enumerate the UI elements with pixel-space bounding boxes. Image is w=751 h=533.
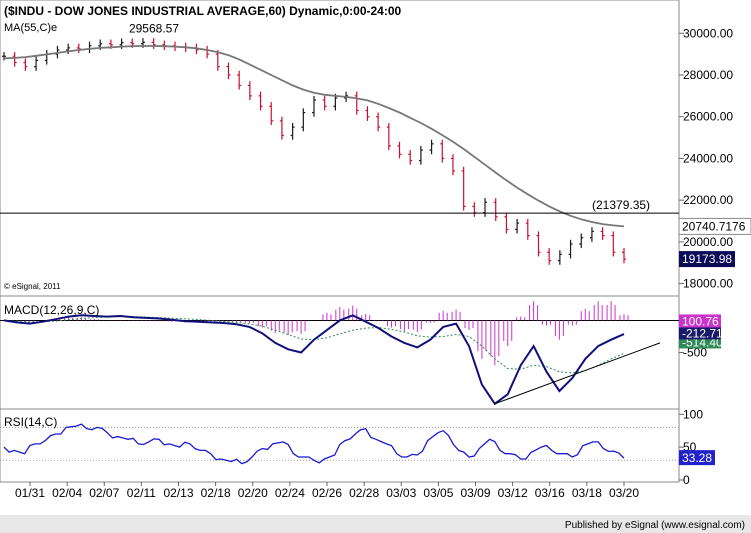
rsi-line bbox=[3, 423, 625, 465]
x-tick-label: 03/09 bbox=[460, 486, 490, 500]
rsi-value-label: 33.28 bbox=[682, 451, 712, 465]
last-price-box bbox=[679, 251, 735, 268]
price-ytick-label: 26000.00 bbox=[683, 110, 733, 124]
x-tick-label: 02/20 bbox=[238, 486, 268, 500]
x-tick-label: 03/20 bbox=[609, 486, 639, 500]
x-tick-label: 02/26 bbox=[312, 486, 342, 500]
price-chart-title: ($INDU - DOW JONES INDUSTRIAL AVERAGE,60… bbox=[4, 4, 402, 18]
price-series-group: (21379.35) 29568.57 bbox=[0, 21, 679, 265]
macd-value-label: 100.76 bbox=[682, 314, 719, 328]
price-ytick-label: 20000.00 bbox=[683, 235, 733, 249]
axis-labels-group: 30000.00 28000.00 26000.00 24000.00 22000.00… bbox=[15, 26, 751, 500]
last-price-label: 19173.98 bbox=[682, 252, 732, 266]
x-tick-label: 02/24 bbox=[275, 486, 305, 500]
x-tick-label: 02/18 bbox=[201, 486, 231, 500]
x-tick-label: 03/16 bbox=[535, 486, 565, 500]
x-tick-label: 02/04 bbox=[52, 486, 82, 500]
x-tick-label: 03/05 bbox=[423, 486, 453, 500]
copyright-label: © eSignal, 2011 bbox=[4, 282, 61, 291]
macd-line bbox=[3, 314, 625, 406]
price-ytick-label: 30000.00 bbox=[683, 26, 733, 40]
price-ytick-label: 18000.00 bbox=[683, 277, 733, 291]
price-panel-frame bbox=[0, 0, 680, 297]
macd-value-box bbox=[679, 314, 721, 328]
macd-ytick-label: -500 bbox=[683, 346, 707, 360]
rsi-ytick-label: 0 bbox=[683, 473, 690, 487]
x-tick-label: 02/11 bbox=[127, 486, 156, 500]
macd-trendline bbox=[494, 342, 661, 405]
macd-value-label: -212.71 bbox=[682, 326, 723, 340]
footer-credit: Published by eSignal (www.esignal.com) bbox=[565, 520, 745, 531]
x-tick-label: 03/18 bbox=[572, 486, 602, 500]
x-tick-label: 03/03 bbox=[386, 486, 416, 500]
price-ytick-label: 28000.00 bbox=[683, 68, 733, 82]
x-tick-label: 03/12 bbox=[498, 486, 528, 500]
macd-value-box bbox=[679, 326, 721, 340]
x-tick-label: 02/07 bbox=[89, 486, 119, 500]
ma-indicator-label: MA(55,C)e bbox=[4, 22, 57, 34]
price-ytick-label: 24000.00 bbox=[683, 151, 733, 165]
price-ytick-label: 22000.00 bbox=[683, 193, 733, 207]
horizontal-level-label: (21379.35) bbox=[592, 198, 650, 212]
rsi-series-group bbox=[0, 423, 679, 465]
macd-title: MACD(12,26,9,C) bbox=[4, 303, 99, 317]
rsi-title: RSI(14,C) bbox=[4, 415, 57, 429]
ma-value-box bbox=[678, 217, 751, 235]
x-tick-label: 01/31 bbox=[15, 486, 45, 500]
macd-signal-line bbox=[3, 316, 625, 374]
rsi-ytick-label: 100 bbox=[683, 407, 703, 421]
peak-value-label: 29568.57 bbox=[129, 21, 179, 35]
ma-value-label: 20740.7176 bbox=[682, 219, 746, 233]
ma-line bbox=[3, 45, 625, 228]
macd-series-group bbox=[0, 301, 679, 406]
x-tick-label: 02/13 bbox=[163, 486, 193, 500]
x-tick-label: 02/28 bbox=[349, 486, 379, 500]
rsi-value-box bbox=[679, 450, 715, 466]
footer-bar bbox=[0, 515, 751, 533]
